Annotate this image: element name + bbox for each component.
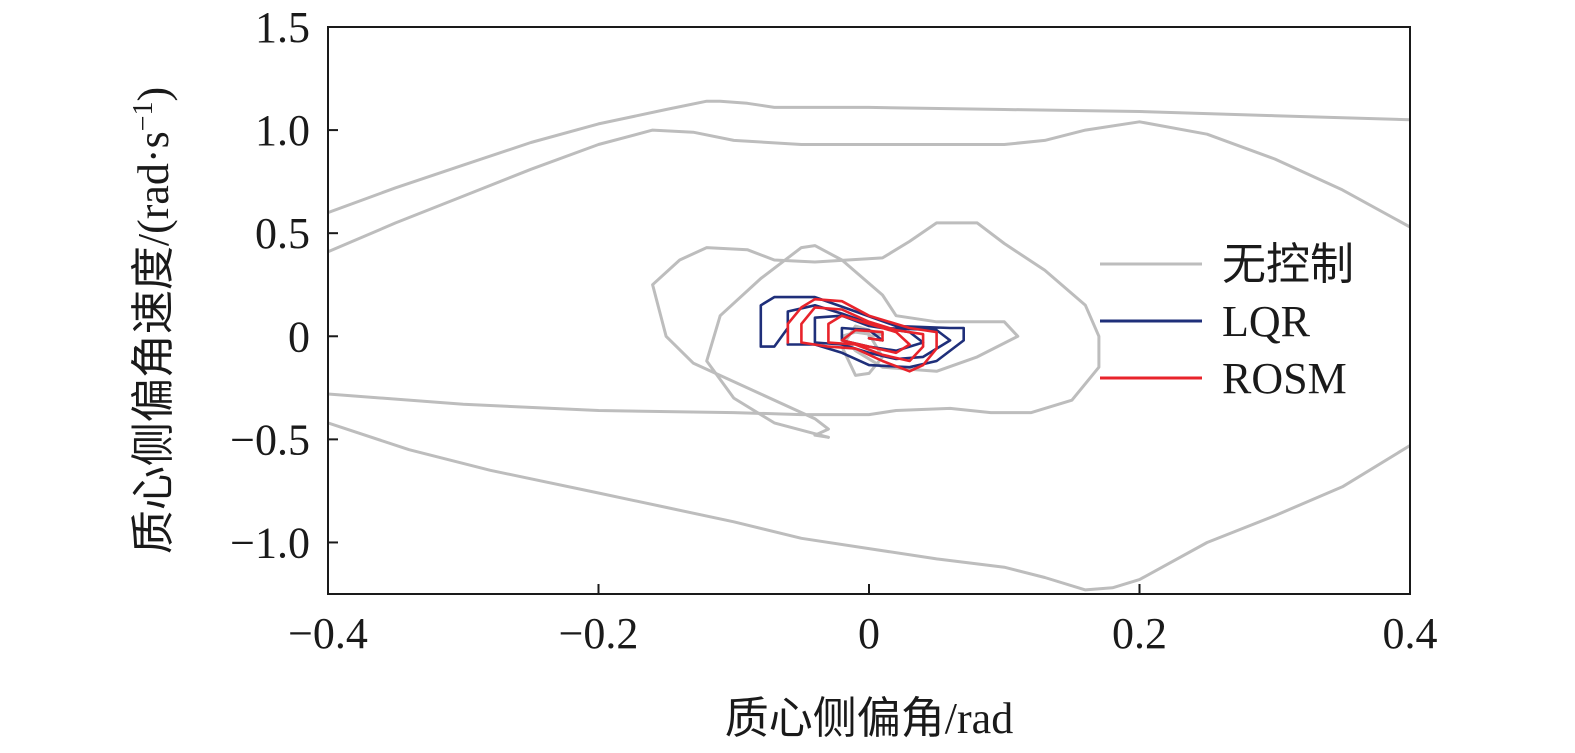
y-tick-label: −0.5 <box>230 415 310 464</box>
series-3-line-1 <box>786 297 938 373</box>
y-tick-label: 0 <box>288 312 310 361</box>
ticks-layer: −0.4 −0.2 0 0.2 0.4 1.5 1.0 0.5 0 −0.5 −1.0 <box>230 3 1437 658</box>
y-axis-title-main: 质心侧偏角速度/(rad·s <box>129 131 178 554</box>
series-1-line-2 <box>328 120 1410 254</box>
y-axis-title-close: ) <box>129 87 178 102</box>
y-tick-label: 1.0 <box>255 106 310 155</box>
legend-label-3: ROSM <box>1222 354 1347 403</box>
y-tick-label: 0.5 <box>255 209 310 258</box>
legend: 无控制 LQR ROSM <box>1100 240 1354 403</box>
series-1-line-1 <box>328 99 1410 215</box>
x-tick-label: 0.4 <box>1383 609 1438 658</box>
x-tick-label: 0 <box>858 609 880 658</box>
x-tick-label: −0.4 <box>288 609 368 658</box>
series-layer <box>328 99 1410 592</box>
y-tick-label: 1.5 <box>255 3 310 52</box>
series-1-line-4 <box>328 221 1101 439</box>
series-1-line-3 <box>328 421 1410 592</box>
legend-label-1: 无控制 <box>1222 240 1354 289</box>
x-tick-label: 0.2 <box>1112 609 1167 658</box>
x-axis-title: 质心侧偏角/rad <box>725 694 1013 743</box>
x-tick-label: −0.2 <box>559 609 639 658</box>
y-axis-title: 质心侧偏角速度/(rad·s−1) <box>128 87 178 554</box>
series-3 <box>786 297 938 373</box>
legend-label-2: LQR <box>1222 297 1311 346</box>
y-tick-label: −1.0 <box>230 518 310 567</box>
y-axis-title-sup: −1 <box>128 102 159 132</box>
series-1-line-5 <box>705 244 1020 439</box>
